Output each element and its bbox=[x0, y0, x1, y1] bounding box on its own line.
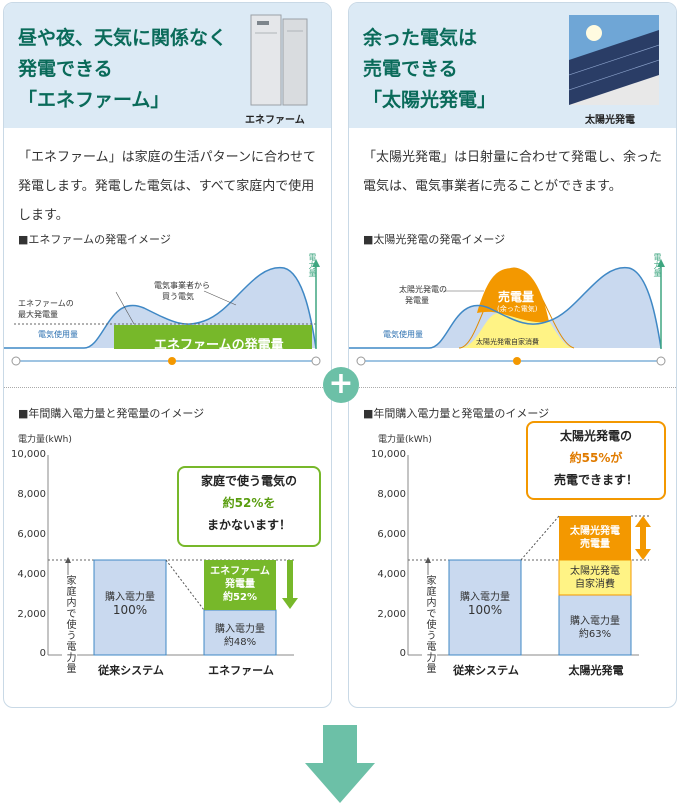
enefarm-generation-diagram bbox=[4, 259, 321, 366]
solar-title-line-3: 「太陽光発電」 bbox=[363, 89, 497, 111]
down-arrow-icon bbox=[305, 725, 375, 803]
enefarm-divider bbox=[4, 387, 331, 388]
enefarm-tick-8000: 8,000 bbox=[17, 489, 46, 500]
enefarm-tick-4000: 4,000 bbox=[17, 569, 46, 580]
solar-bar-chart bbox=[407, 455, 651, 658]
enefarm-callout: 家庭で使う電気の 約52%を まかないます！ bbox=[177, 466, 321, 547]
solar-tick-0: 0 bbox=[399, 648, 406, 659]
solar-unit-label: 電力量(kWh) bbox=[378, 435, 432, 445]
enefarm-usage-label: 電気使用量 bbox=[38, 330, 78, 339]
enefarm-title-line-1: 昼や夜、天気に関係なく bbox=[18, 27, 228, 49]
solar-x2: 太陽光発電 bbox=[568, 664, 624, 677]
enefarm-title-line-3: 「エネファーム」 bbox=[18, 89, 170, 111]
enefarm-gen-image-title: ■エネファームの発電イメージ bbox=[18, 233, 171, 246]
enefarm-x2: エネファーム bbox=[208, 664, 274, 677]
solar-callout-line-2: 約55%が bbox=[569, 451, 623, 465]
solar-self-line-2: 自家消費 bbox=[575, 579, 615, 590]
enefarm-panel: 昼や夜、天気に関係なく 発電できる 「エネファーム」 エネファーム 「エネファー… bbox=[3, 2, 332, 708]
solar-household-label: 家庭内で使う電力量 bbox=[422, 575, 437, 674]
solar-self-label: 太陽光発電自家消費 bbox=[476, 338, 539, 346]
bar2-top-line-2: 発電量 bbox=[225, 579, 255, 590]
bar1-pct: 100% bbox=[112, 603, 148, 617]
bar1-label-text: 購入電力量 bbox=[105, 592, 155, 603]
solar-tick-10000: 10,000 bbox=[371, 449, 406, 460]
bar2-top-line-3: 約52% bbox=[223, 592, 257, 603]
solar-tick-2000: 2,000 bbox=[377, 609, 406, 620]
solar-self-line-1: 太陽光発電 bbox=[570, 566, 620, 577]
enefarm-title-line-2: 発電できる bbox=[18, 58, 113, 80]
solar-gen-label: 太陽光発電の 発電量 bbox=[399, 284, 447, 306]
solar-bottom-line-1: 購入電力量 bbox=[570, 616, 620, 627]
solar-tick-6000: 6,000 bbox=[377, 529, 406, 540]
solar-callout-line-1: 太陽光発電の bbox=[559, 429, 632, 443]
solar-roof-image bbox=[569, 15, 659, 105]
solar-divider bbox=[349, 387, 676, 388]
solar-title-line-1: 余った電気は bbox=[363, 27, 478, 49]
enefarm-power-axis: 電力量 bbox=[308, 253, 317, 277]
enefarm-tick-10000: 10,000 bbox=[11, 449, 46, 460]
enefarm-caption: エネファーム bbox=[245, 115, 305, 126]
purchase-line-1: 電気事業者から bbox=[154, 281, 210, 290]
solar-bar1-pct: 100% bbox=[467, 603, 503, 617]
enefarm-annual-title: ■年間購入電力量と発電量のイメージ bbox=[18, 407, 205, 420]
enefarm-unit-label: 電力量(kWh) bbox=[18, 435, 72, 445]
solar-bar1-label-text: 購入電力量 bbox=[460, 592, 510, 603]
bar2-top-line-1: エネファーム bbox=[210, 566, 270, 577]
solar-header: 余った電気は 売電できる 「太陽光発電」 太陽光発電 bbox=[349, 3, 676, 128]
solar-label-line-2: 発電量 bbox=[405, 296, 429, 305]
solar-caption: 太陽光発電 bbox=[585, 115, 635, 126]
enefarm-tick-6000: 6,000 bbox=[17, 529, 46, 540]
enefarm-description: 「エネファーム」は家庭の生活パターンに合わせて発電します。発電した電気は、すべて… bbox=[18, 150, 316, 223]
bar2-bottom-line-2: 約48% bbox=[223, 637, 257, 648]
enefarm-callout-line-1: 家庭で使う電気の bbox=[200, 474, 297, 488]
solar-sell-sub: (余った電気) bbox=[497, 305, 538, 313]
enefarm-title: 昼や夜、天気に関係なく 発電できる 「エネファーム」 bbox=[18, 23, 227, 116]
solar-sell-label: 売電量 bbox=[498, 290, 535, 304]
enefarm-bar-chart bbox=[47, 455, 298, 658]
max-gen-line-2: 最大発電量 bbox=[18, 310, 58, 319]
enefarm-gen-label: エネファームの発電量 bbox=[154, 338, 284, 353]
enefarm-bar2-bottom-label: 購入電力量 約48% bbox=[204, 623, 276, 649]
enefarm-purchase-label: 電気事業者から 買う電気 bbox=[154, 280, 210, 302]
solar-bar2-sell-label: 太陽光発電 売電量 bbox=[559, 525, 631, 551]
enefarm-tick-2000: 2,000 bbox=[17, 609, 46, 620]
solar-bar2-self-label: 太陽光発電 自家消費 bbox=[559, 565, 631, 591]
solar-bar1-label: 購入電力量 100% bbox=[449, 591, 521, 617]
solar-x1: 従来システム bbox=[453, 664, 519, 677]
solar-title-line-2: 売電できる bbox=[363, 58, 458, 80]
plus-icon: + bbox=[323, 367, 359, 403]
enefarm-callout-line-2: 約52%を bbox=[222, 496, 276, 510]
solar-tick-8000: 8,000 bbox=[377, 489, 406, 500]
enefarm-bar1-label: 購入電力量 100% bbox=[94, 591, 166, 617]
max-gen-line-1: エネファームの bbox=[18, 299, 74, 308]
bar2-bottom-line-1: 購入電力量 bbox=[215, 624, 265, 635]
enefarm-bar2-top-label: エネファーム 発電量 約52% bbox=[204, 565, 276, 604]
enefarm-household-label: 家庭内で使う電力量 bbox=[62, 575, 77, 674]
solar-label-line-1: 太陽光発電の bbox=[399, 285, 447, 294]
solar-tick-4000: 4,000 bbox=[377, 569, 406, 580]
solar-callout: 太陽光発電の 約55%が 売電できます！ bbox=[526, 421, 666, 500]
enefarm-tick-0: 0 bbox=[39, 648, 46, 659]
solar-sell-line-2: 売電量 bbox=[580, 539, 610, 550]
enefarm-max-gen-label: エネファームの 最大発電量 bbox=[18, 298, 74, 320]
solar-gen-image-title: ■太陽光発電の発電イメージ bbox=[363, 233, 506, 246]
solar-title: 余った電気は 売電できる 「太陽光発電」 bbox=[363, 23, 496, 116]
solar-bar2-bottom-label: 購入電力量 約63% bbox=[559, 615, 631, 641]
solar-panel: 余った電気は 売電できる 「太陽光発電」 太陽光発電 「太陽光発電」は日射量に合… bbox=[348, 2, 677, 708]
enefarm-callout-line-3: まかないます！ bbox=[206, 518, 291, 532]
solar-description: 「太陽光発電」は日射量に合わせて発電し、余った電気は、電気事業者に売ることができ… bbox=[363, 150, 663, 194]
solar-annual-title: ■年間購入電力量と発電量のイメージ bbox=[363, 407, 550, 420]
solar-sell-line-1: 太陽光発電 bbox=[570, 526, 620, 537]
solar-callout-line-3: 売電できます！ bbox=[553, 473, 638, 487]
solar-power-axis: 電力量 bbox=[653, 253, 662, 277]
enefarm-header: 昼や夜、天気に関係なく 発電できる 「エネファーム」 エネファーム bbox=[4, 3, 331, 128]
solar-bottom-line-2: 約63% bbox=[578, 629, 612, 640]
solar-usage-label: 電気使用量 bbox=[383, 330, 423, 339]
purchase-line-2: 買う電気 bbox=[162, 292, 194, 301]
enefarm-x1: 従来システム bbox=[98, 664, 164, 677]
solar-generation-diagram bbox=[349, 259, 666, 366]
enefarm-unit-image bbox=[250, 14, 308, 106]
